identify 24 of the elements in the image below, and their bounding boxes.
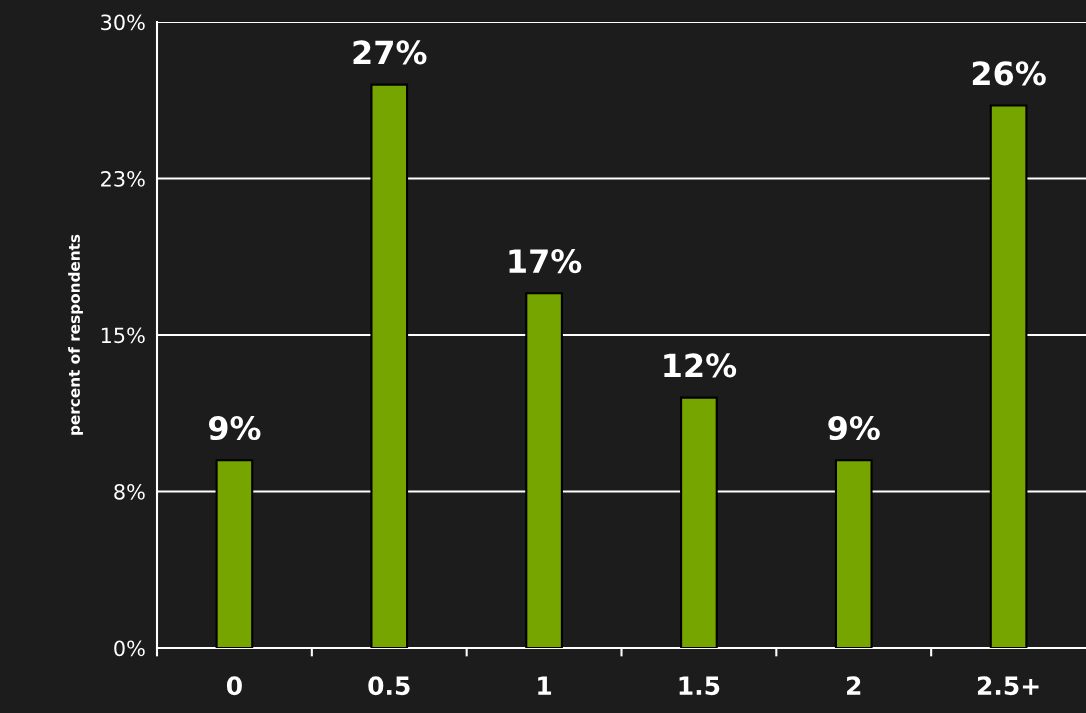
x-tick-label: 1.5 xyxy=(679,676,720,696)
y-tick-label: 23% xyxy=(101,170,145,187)
x-tick-label: 2.5+ xyxy=(977,676,1039,696)
bar xyxy=(370,83,409,648)
bar xyxy=(525,292,563,648)
x-tick-label: 1 xyxy=(538,676,552,695)
data-label: 9% xyxy=(208,415,261,441)
data-label: 17% xyxy=(509,249,582,274)
y-axis-title: percent of respondents xyxy=(68,234,83,435)
y-tick-label: 0% xyxy=(114,640,145,657)
data-label: 27% xyxy=(353,40,427,65)
y-tick-label: 15% xyxy=(101,327,145,344)
x-tick-label: 0 xyxy=(226,676,242,696)
y-tick-label: 8% xyxy=(114,483,145,500)
y-tick-label: 30% xyxy=(101,14,145,31)
bar xyxy=(680,396,718,648)
data-label: 9% xyxy=(828,415,880,441)
bar xyxy=(834,459,873,648)
data-label: 26% xyxy=(972,61,1046,86)
x-tick-label: 2 xyxy=(847,676,861,695)
bar xyxy=(989,104,1028,648)
bar xyxy=(215,459,254,648)
x-tick-label: 0.5 xyxy=(368,676,410,696)
data-label: 12% xyxy=(664,353,737,378)
